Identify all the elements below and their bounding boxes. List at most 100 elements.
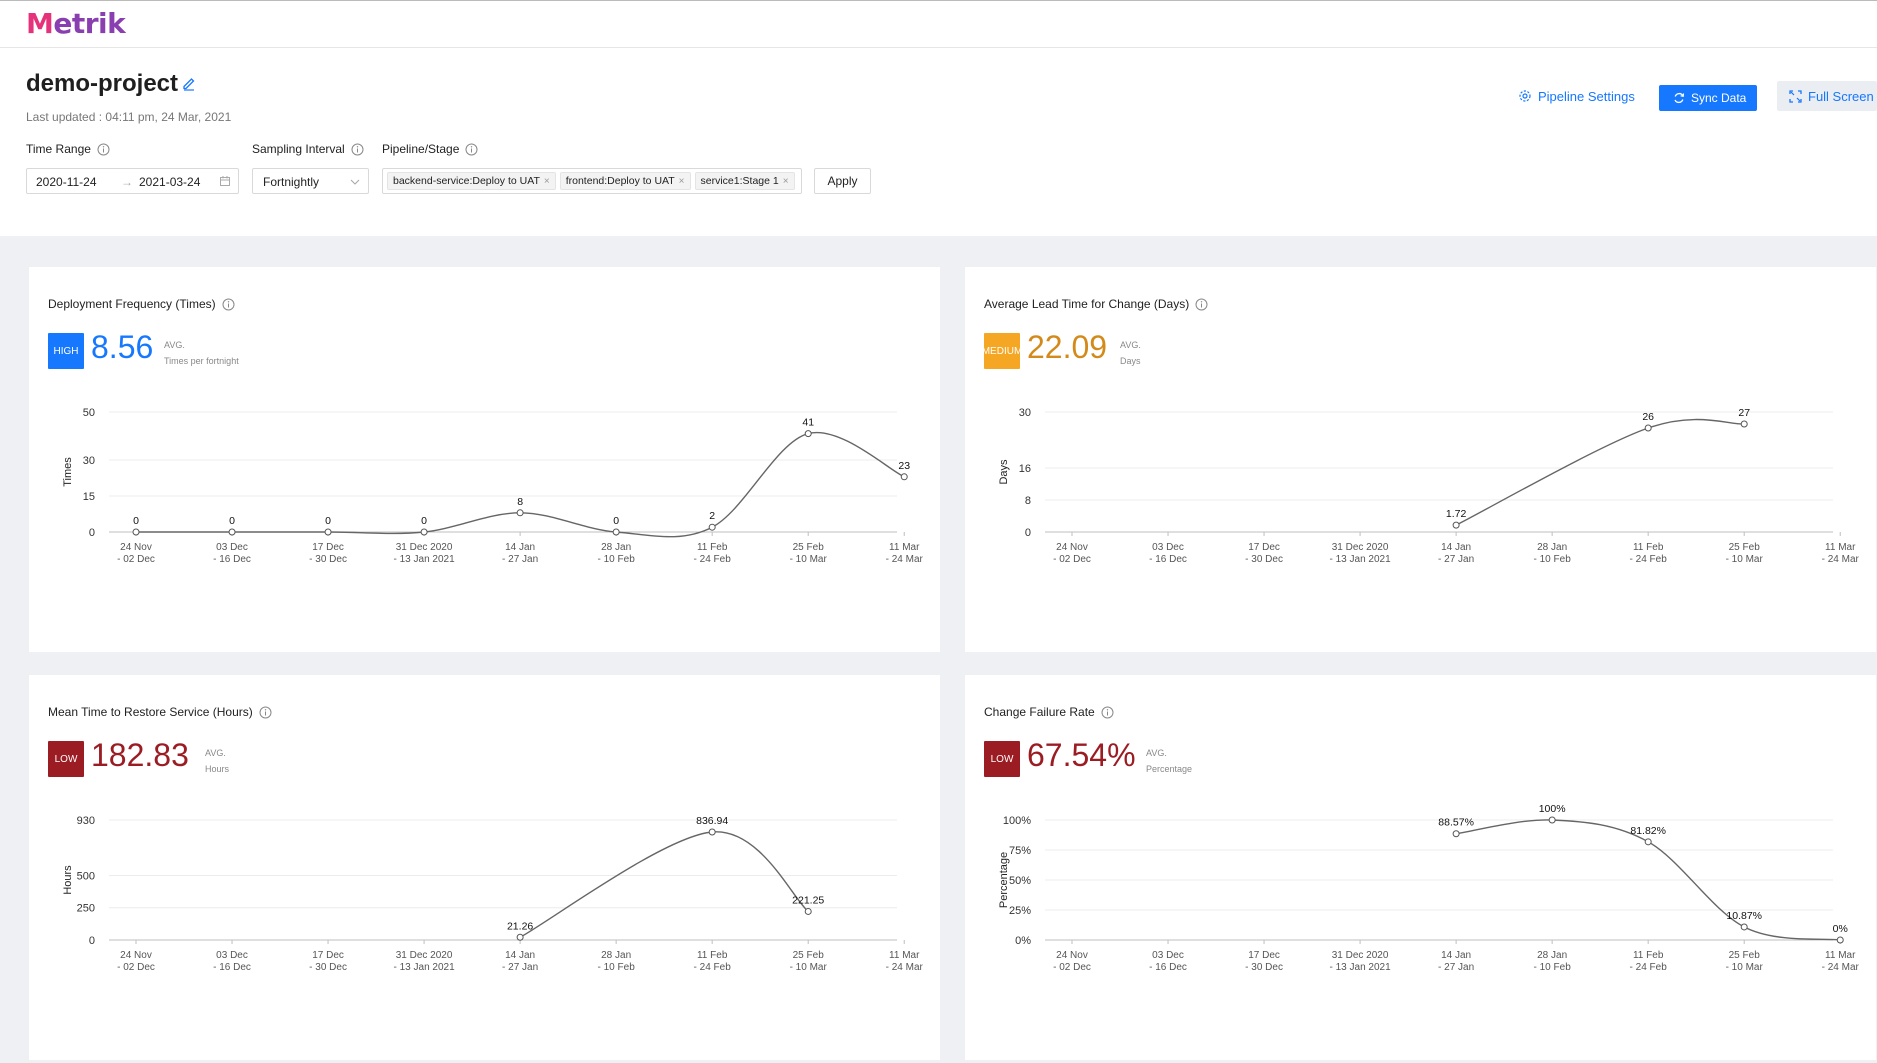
sampling-interval-select[interactable]: Fortnightly [252, 168, 369, 194]
x-tick-label: - 13 Jan 2021 [1330, 962, 1392, 973]
series-line [136, 431, 905, 538]
y-tick-label: 8 [1025, 495, 1031, 507]
data-label: 23 [898, 460, 910, 472]
x-tick-label: - 02 Dec [117, 962, 155, 973]
data-label: 0 [421, 515, 427, 527]
x-tick-label: - 10 Feb [1534, 554, 1572, 565]
data-point [708, 523, 716, 531]
pipeline-stage-select[interactable]: backend-service:Deploy to UAT × frontend… [382, 168, 802, 194]
x-tick-label: - 30 Dec [309, 554, 347, 565]
data-point [1548, 816, 1556, 824]
metric-avg-label: AVG. Times per fortnight [164, 337, 239, 369]
metric-value: 182.83 [91, 737, 189, 773]
data-label: 41 [802, 417, 814, 429]
x-tick-label: - 10 Feb [598, 962, 636, 973]
x-tick-label: 25 Feb [793, 542, 825, 553]
data-label: 0 [229, 515, 235, 527]
y-tick-label: 50 [83, 407, 95, 419]
y-tick-label: 250 [77, 903, 95, 915]
data-point [1452, 521, 1460, 529]
mttr-chart: 0 250 500 930 Hours 24 Nov- 02 Dec 03 Dec- 16 … [62, 815, 924, 973]
data-point [612, 528, 620, 536]
x-tick-label: 24 Nov [1056, 950, 1088, 961]
app-logo[interactable]: Metrik [26, 7, 126, 40]
change-failure-rate-card: Change Failure Rate LOW 67.54% AVG. Perc… [965, 675, 1876, 1060]
info-icon[interactable] [1195, 298, 1208, 311]
x-tick-label: - 02 Dec [1053, 554, 1091, 565]
info-icon[interactable] [1101, 706, 1114, 719]
info-icon[interactable] [222, 298, 235, 311]
pipeline-tag: service1:Stage 1 × [694, 172, 795, 190]
card-title: Average Lead Time for Change (Days) [984, 297, 1208, 311]
x-tick-label: - 10 Feb [598, 554, 636, 565]
y-tick-label: 0% [1015, 935, 1031, 947]
x-tick-label: - 10 Mar [1726, 554, 1764, 565]
data-label: 27 [1738, 407, 1750, 419]
data-point [516, 509, 524, 517]
x-tick-label: - 24 Feb [694, 962, 732, 973]
x-tick-label: 03 Dec [216, 950, 248, 961]
y-tick-label: 0 [89, 527, 95, 539]
end-date-input[interactable]: 2021-03-24 [139, 175, 201, 189]
remove-tag-icon[interactable]: × [782, 175, 789, 187]
full-screen-button[interactable]: Full Screen [1777, 81, 1877, 111]
apply-button[interactable]: Apply [814, 168, 871, 194]
x-tick-label: 31 Dec 2020 [1332, 950, 1389, 961]
x-tick-label: - 27 Jan [1438, 554, 1474, 565]
x-tick-label: - 24 Feb [1630, 962, 1668, 973]
x-tick-label: 11 Mar [1825, 950, 1856, 961]
edit-icon[interactable] [181, 75, 197, 91]
level-badge: HIGH [48, 333, 84, 369]
remove-tag-icon[interactable]: × [543, 175, 550, 187]
data-point [1836, 936, 1844, 944]
metric-value: 22.09 [1027, 329, 1108, 365]
series-line [1455, 418, 1745, 526]
info-icon[interactable] [97, 143, 110, 156]
x-tick-label: - 13 Jan 2021 [394, 554, 456, 565]
x-tick-label: 11 Feb [697, 542, 728, 553]
change-failure-rate-chart: 0% 25% 50% 75% 100% Percentage 24 Nov- 02 Dec 0… [998, 803, 1860, 973]
data-label: 26 [1642, 411, 1654, 423]
info-icon[interactable] [351, 143, 364, 156]
data-point [900, 473, 908, 481]
pipeline-tag-label: backend-service:Deploy to UAT [393, 175, 540, 187]
avg-text: AVG. [164, 340, 185, 350]
full-screen-label: Full Screen [1808, 88, 1874, 104]
data-label: 21.26 [507, 920, 533, 932]
card-title-text: Mean Time to Restore Service (Hours) [48, 705, 253, 719]
start-date-input[interactable]: 2020-11-24 [36, 175, 97, 189]
x-tick-label: 14 Jan [505, 542, 535, 553]
x-tick-label: 25 Feb [1729, 950, 1761, 961]
pipeline-settings-button[interactable]: Pipeline Settings [1518, 83, 1635, 109]
unit-text: Times per fortnight [164, 356, 239, 366]
x-tick-label: - 24 Mar [1822, 962, 1860, 973]
x-tick-label: - 10 Mar [790, 962, 828, 973]
y-axis-label: Percentage [998, 852, 1010, 908]
info-icon[interactable] [259, 706, 272, 719]
data-label: 2 [709, 510, 715, 522]
x-tick-label: 28 Jan [1537, 542, 1567, 553]
data-point [708, 828, 716, 836]
x-tick-label: - 10 Feb [1534, 962, 1572, 973]
x-tick-label: - 16 Dec [213, 962, 251, 973]
card-title: Deployment Frequency (Times) [48, 297, 235, 311]
x-tick-label: - 24 Mar [1822, 554, 1860, 565]
sampling-interval-text: Sampling Interval [252, 142, 345, 156]
x-tick-label: - 16 Dec [1149, 962, 1187, 973]
x-tick-label: 03 Dec [1152, 950, 1184, 961]
unit-text: Percentage [1146, 764, 1193, 774]
x-tick-label: - 16 Dec [213, 554, 251, 565]
sync-data-button[interactable]: Sync Data [1659, 85, 1757, 111]
remove-tag-icon[interactable]: × [678, 175, 685, 187]
avg-text: AVG. [1120, 340, 1141, 350]
x-tick-label: 11 Mar [1825, 542, 1856, 553]
deployment-frequency-chart: 0 15 30 50 Times 24 Nov- 02 Dec 03 Dec- 16 Dec… [62, 407, 924, 565]
data-label: 836.94 [696, 815, 728, 827]
x-tick-label: - 24 Mar [886, 554, 924, 565]
date-range-picker[interactable]: 2020-11-24 → 2021-03-24 [26, 168, 239, 194]
x-tick-label: 24 Nov [120, 950, 152, 961]
data-point [132, 528, 140, 536]
x-tick-label: 31 Dec 2020 [396, 950, 453, 961]
info-icon[interactable] [465, 143, 478, 156]
x-tick-label: 28 Jan [601, 950, 631, 961]
